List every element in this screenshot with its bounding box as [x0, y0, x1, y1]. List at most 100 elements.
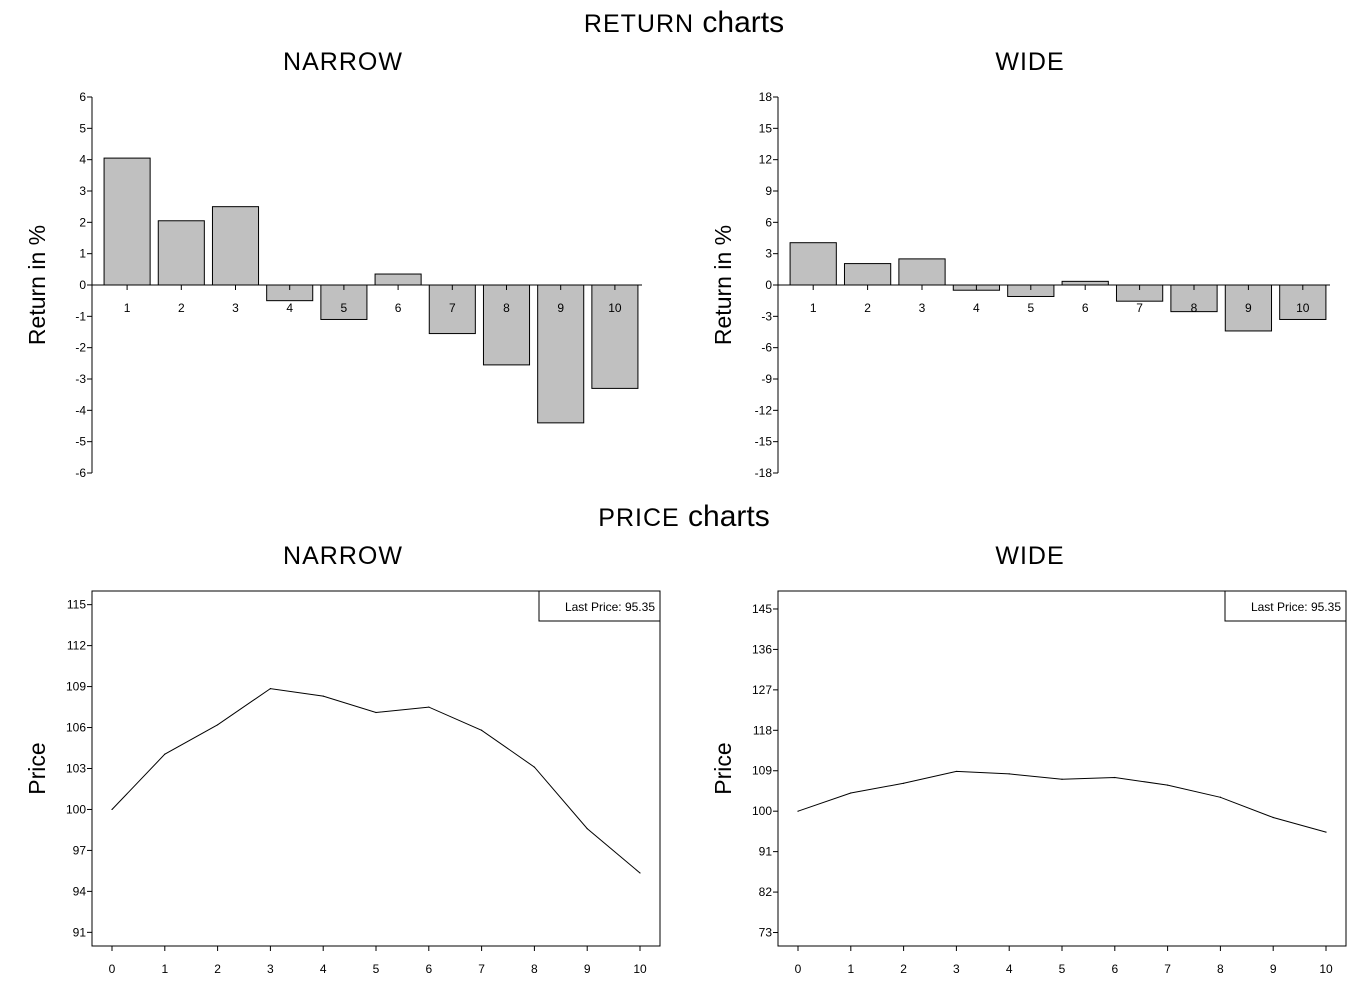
price-wide-legend-text: Last Price: 95.35 — [1251, 600, 1341, 614]
return-narrow-bar-1 — [103, 157, 151, 286]
return-wide-xtick-label-3: 3 — [919, 301, 926, 315]
price-narrow-point-0 — [111, 808, 113, 811]
return-wide-bar-6 — [1061, 280, 1109, 286]
return-wide-ytick-label-1: 15 — [759, 121, 773, 135]
price-narrow-point-3 — [269, 688, 271, 690]
price-narrow-xtick-label-7: 7 — [478, 962, 485, 976]
price-wide-point-8 — [1219, 796, 1221, 798]
price-wide-xtick-label-9: 9 — [1270, 962, 1277, 976]
return-wide-ytick-label-8: -6 — [761, 341, 772, 355]
price-wide-point-5 — [1061, 778, 1063, 780]
price-wide-ytick-label-5: 100 — [752, 804, 772, 818]
return-wide-bar-7 — [1115, 284, 1164, 302]
return-charts-suffix: charts — [702, 6, 785, 39]
return-narrow-xtick-label-10: 10 — [608, 301, 622, 315]
return-wide-ytick-label-9: -9 — [761, 372, 772, 386]
return-narrow-bar-6 — [374, 273, 422, 286]
price-narrow-ytick-label-5: 100 — [66, 802, 86, 816]
return-narrow-ytick-label-7: -1 — [75, 309, 86, 323]
return-narrow-ytick-label-1: 5 — [79, 121, 86, 135]
return-charts-keyword: RETURN — [583, 10, 695, 38]
return-narrow-bar-7 — [428, 284, 476, 335]
return-narrow-xtick-label-5: 5 — [341, 301, 348, 315]
return-wide-xtick-label-7: 7 — [1136, 301, 1143, 315]
return-narrow-ytick-label-11: -5 — [75, 435, 86, 449]
price-narrow-point-7 — [481, 729, 483, 731]
return-narrow-ytick-label-6: 0 — [79, 278, 86, 292]
return-narrow-bar-5 — [320, 284, 368, 320]
return-narrow-xtick-label-4: 4 — [286, 301, 293, 315]
price-narrow-xtick-label-0: 0 — [109, 962, 116, 976]
return-wide-xtick-label-10: 10 — [1296, 301, 1310, 315]
price-narrow-xtick-label-4: 4 — [320, 962, 327, 976]
price-narrow-legend-text: Last Price: 95.35 — [565, 600, 655, 614]
price-narrow-point-8 — [533, 766, 536, 768]
return-narrow-ytick-label-8: -2 — [75, 341, 86, 355]
price-wide-title: WIDE — [995, 542, 1065, 570]
return-narrow-bar-9 — [537, 284, 585, 424]
price-narrow-ytick-label-8: 91 — [73, 925, 87, 939]
price-narrow-ytick-label-3: 106 — [66, 721, 86, 735]
return-wide-bar-9 — [1224, 284, 1273, 332]
price-narrow-ytick-label-7: 94 — [73, 884, 87, 898]
price-wide-point-9 — [1272, 816, 1274, 819]
price-narrow-point-10 — [639, 872, 641, 874]
return-wide-ytick-label-5: 3 — [765, 247, 772, 261]
price-wide-ytick-label-4: 109 — [752, 764, 772, 778]
return-wide-title: WIDE — [995, 48, 1065, 76]
price-narrow-title: NARROW — [283, 542, 403, 570]
price-narrow-frame — [91, 590, 661, 947]
price-wide-xtick-label-6: 6 — [1111, 962, 1118, 976]
return-narrow-ytick-label-0: 6 — [79, 90, 86, 104]
return-wide-xtick-label-5: 5 — [1027, 301, 1034, 315]
price-wide-ytick-label-8: 73 — [759, 926, 773, 940]
return-narrow-xtick-label-9: 9 — [557, 301, 564, 315]
return-wide-bar-8 — [1170, 284, 1218, 313]
price-wide-point-1 — [850, 792, 852, 794]
price-narrow-xtick-label-6: 6 — [425, 962, 432, 976]
return-wide-ytick-label-3: 9 — [765, 184, 772, 198]
price-narrow-legend-box — [538, 590, 661, 622]
price-wide-frame — [777, 590, 1347, 947]
return-narrow-xtick-label-3: 3 — [232, 301, 239, 315]
return-wide-bar-5 — [1007, 284, 1055, 297]
return-wide-bar-4 — [952, 284, 1001, 291]
return-wide-bar-1 — [789, 242, 837, 286]
return-wide-xtick-label-8: 8 — [1191, 301, 1198, 315]
return-wide-xtick-label-9: 9 — [1245, 301, 1252, 315]
return-narrow-ytick-label-10: -4 — [75, 403, 86, 417]
return-wide-bar-3 — [898, 258, 946, 286]
return-wide-ytick-label-6: 0 — [765, 278, 772, 292]
return-narrow-xtick-label-2: 2 — [178, 301, 185, 315]
price-narrow-ytick-label-4: 103 — [66, 762, 86, 776]
price-narrow-xtick-label-8: 8 — [531, 962, 538, 976]
return-narrow-ytick-label-2: 4 — [79, 153, 86, 167]
return-wide-xtick-label-2: 2 — [864, 301, 871, 315]
return-wide-ytick-label-0: 18 — [759, 90, 773, 104]
price-wide-xtick-label-10: 10 — [1319, 962, 1333, 976]
return-narrow-xtick-label-8: 8 — [503, 301, 510, 315]
return-narrow-ytick-label-5: 1 — [79, 247, 86, 261]
return-narrow-bar-4 — [266, 284, 314, 302]
price-narrow-point-5 — [375, 711, 377, 714]
return-wide-ytick-label-2: 12 — [759, 153, 773, 167]
price-narrow-xtick-label-2: 2 — [214, 962, 221, 976]
return-narrow-bar-2 — [157, 220, 205, 286]
return-narrow-xtick-label-1: 1 — [124, 301, 131, 315]
return-narrow-bar-10 — [591, 284, 639, 389]
price-wide-point-6 — [1114, 776, 1116, 779]
price-charts-heading: PRICE charts — [0, 500, 1368, 535]
price-narrow-xtick-label-3: 3 — [267, 962, 274, 976]
return-wide-xtick-label-1: 1 — [810, 301, 817, 315]
price-wide-ytick-label-2: 127 — [752, 683, 772, 697]
return-narrow-bar-8 — [482, 284, 531, 366]
return-wide-ytick-label-10: -12 — [755, 403, 773, 417]
price-wide-xtick-label-5: 5 — [1059, 962, 1066, 976]
price-wide-xtick-label-3: 3 — [953, 962, 960, 976]
price-narrow-ytick-label-0: 115 — [67, 598, 86, 612]
return-narrow-ylabel: Return in % — [24, 225, 50, 345]
return-wide-xtick-label-6: 6 — [1082, 301, 1089, 315]
return-wide-ytick-label-4: 6 — [765, 215, 772, 229]
